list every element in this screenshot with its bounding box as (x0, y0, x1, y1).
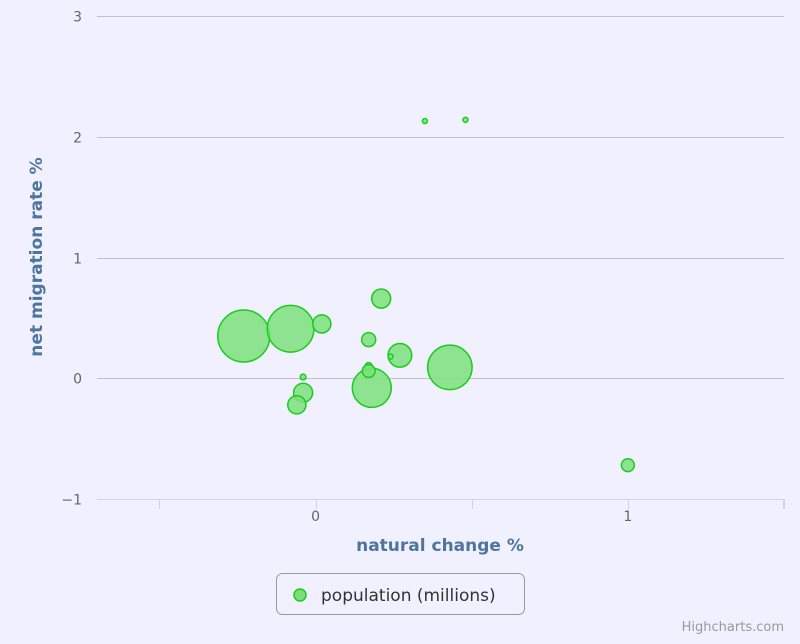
bubble-point[interactable] (370, 288, 392, 309)
bubble-point[interactable] (312, 314, 332, 334)
bubble-point[interactable] (217, 309, 271, 363)
x-axis-title: natural change % (356, 536, 524, 556)
credits-link[interactable]: Highcharts.com (682, 620, 784, 635)
legend-item-population[interactable]: population (millions) (321, 586, 496, 606)
bubble-point[interactable] (462, 116, 469, 124)
bubble-point[interactable] (421, 117, 429, 125)
bubble-series (217, 116, 636, 473)
bubble-point[interactable] (387, 353, 394, 360)
bubble-point[interactable] (360, 331, 377, 348)
bubble-point[interactable] (287, 394, 307, 415)
bubble-point[interactable] (361, 363, 376, 379)
bubble-point[interactable] (299, 373, 307, 381)
y-tick-label: 3 (73, 10, 82, 26)
y-tick-label: 0 (73, 372, 82, 388)
y-axis-title: net migration rate % (27, 157, 47, 356)
y-tick-label: −1 (61, 493, 82, 509)
legend-box (276, 573, 525, 615)
legend-symbol (293, 588, 307, 602)
y-tick-label: 2 (73, 131, 82, 147)
legend[interactable]: population (millions) (276, 573, 525, 615)
bubble-point[interactable] (266, 304, 315, 353)
y-tick-label: 1 (73, 252, 82, 268)
bubble-point[interactable] (620, 458, 636, 473)
grid-lines (97, 16, 784, 500)
y-axis-ticks: −1 0 1 2 3 (61, 10, 82, 509)
x-tick-label: 1 (623, 509, 632, 525)
x-tick-label: 0 (311, 509, 320, 525)
bubble-point[interactable] (426, 344, 473, 391)
